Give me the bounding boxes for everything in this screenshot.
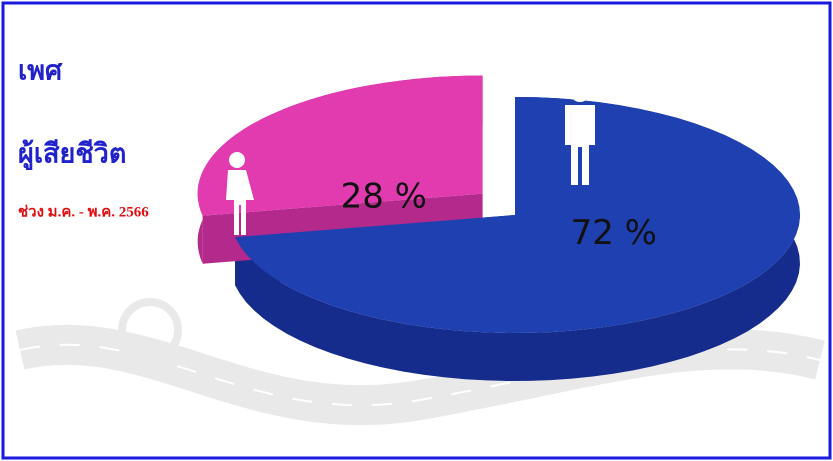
data-label: 72 %	[571, 213, 657, 253]
female-icon	[226, 152, 254, 235]
chart-subtitle: ผู้เสียชีวิต	[18, 139, 126, 171]
slice	[197, 75, 483, 216]
chart-title: เพศ	[18, 56, 63, 87]
slice	[235, 97, 800, 333]
date-note: ช่วง ม.ค. - พ.ค. 2566	[18, 203, 149, 220]
data-label: 28 %	[341, 177, 427, 217]
male-icon	[565, 82, 595, 185]
pie	[197, 75, 800, 381]
